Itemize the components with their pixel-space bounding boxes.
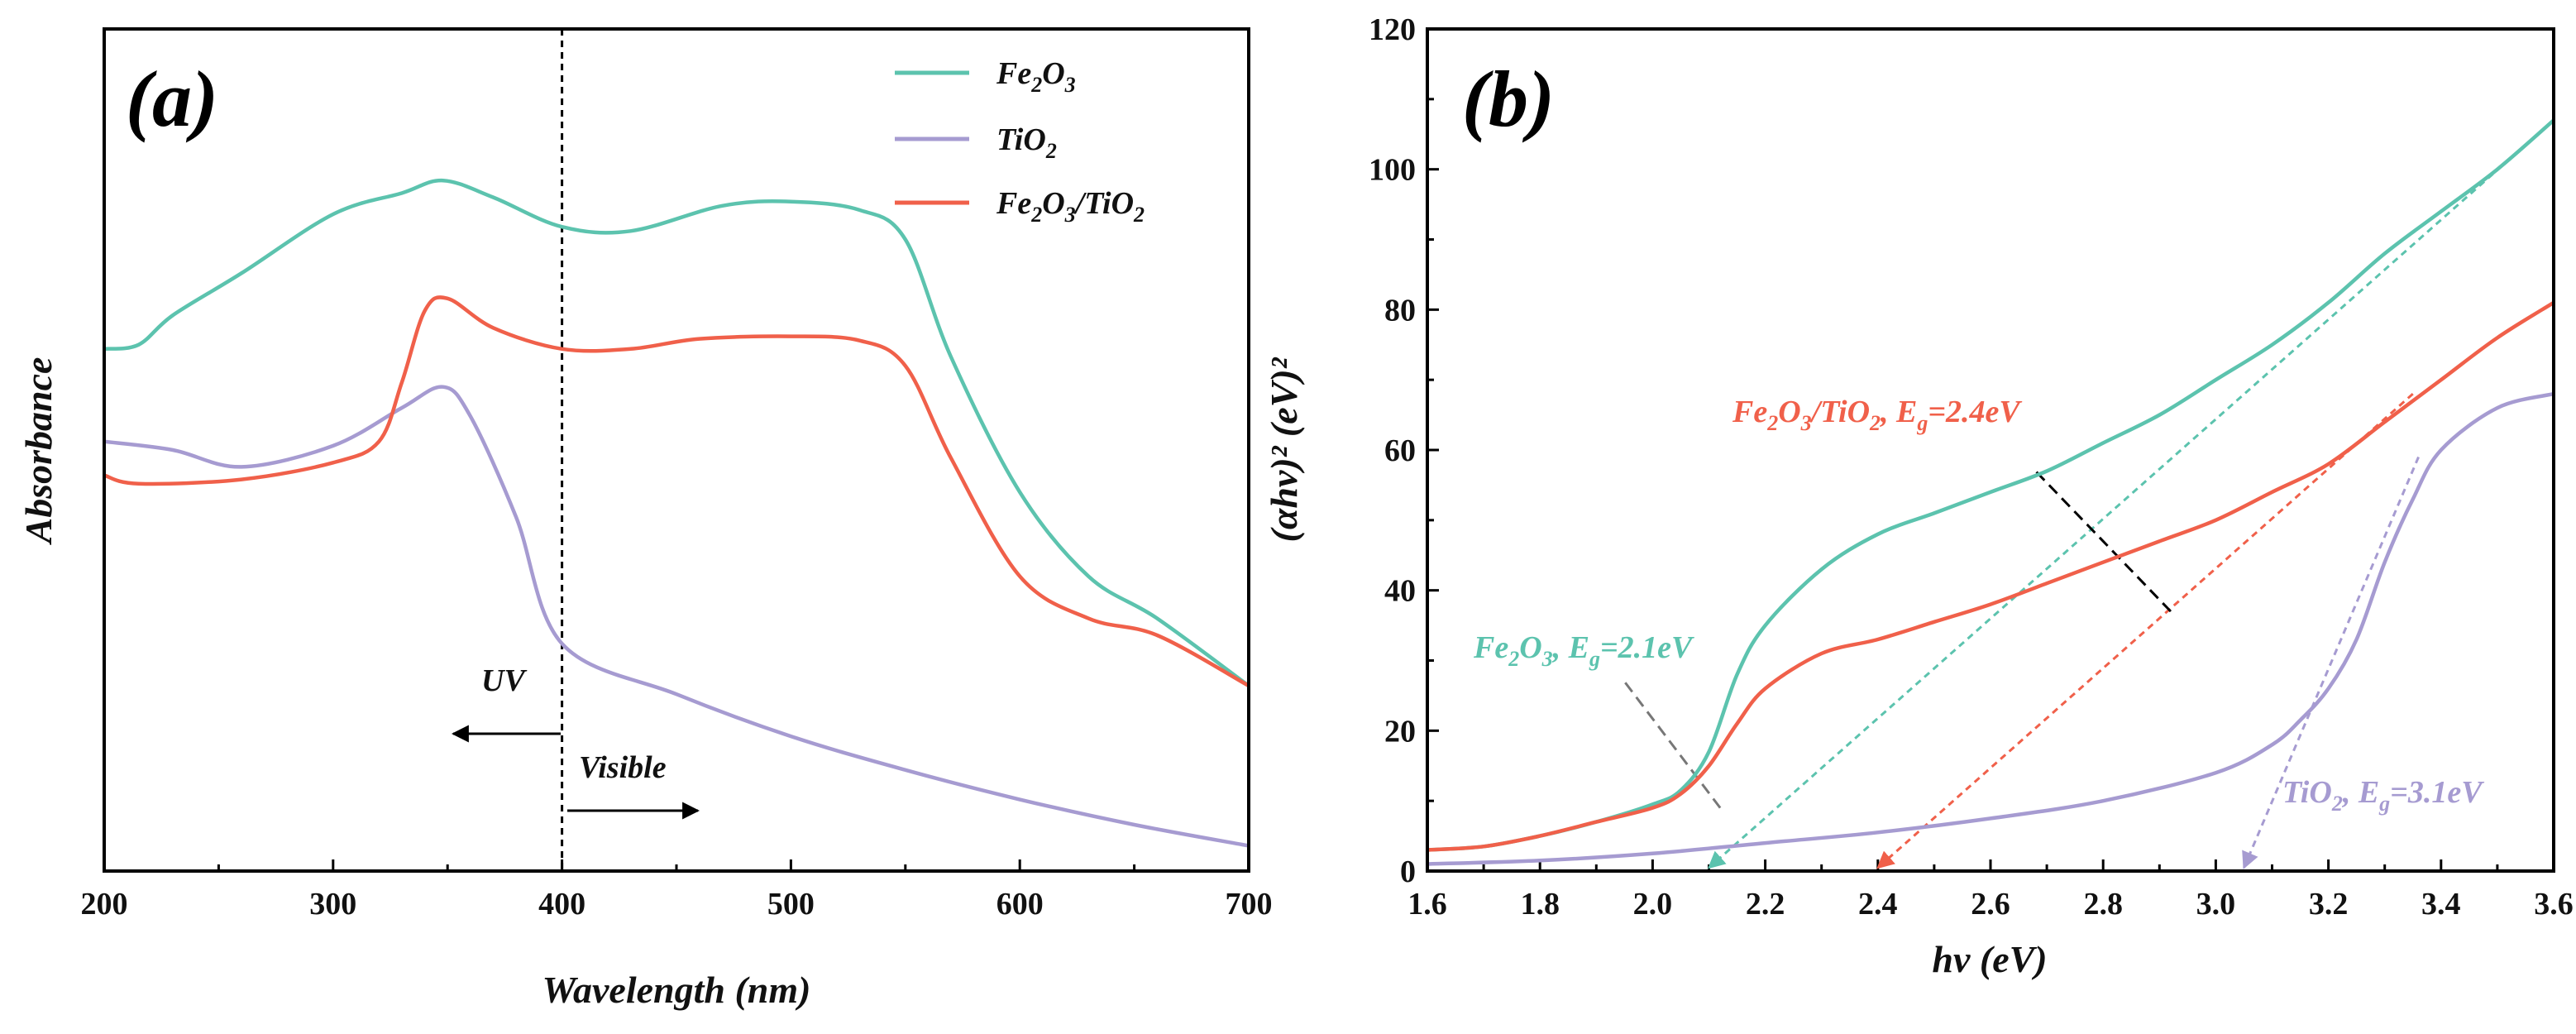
panel-b-y-label: (αhν)² (eV)² [1263,357,1305,542]
x-tick-label: 3.4 [2421,887,2461,922]
x-tick-label: 3.0 [2196,887,2236,922]
y-tick-label: 100 [1369,153,1416,188]
x-tick-label: 1.8 [1520,887,1560,922]
series-line-fe2o3 [103,178,1250,687]
series-line-tio2 [103,385,1250,848]
x-tick-label: 600 [996,887,1044,922]
x-tick-label: 2.4 [1858,887,1898,922]
panel-a-series [103,178,1250,848]
uv-label: UV [481,663,527,698]
annotation-fe2o3-eg: Fe2O3, Eg=2.1eV [1473,630,1694,671]
annotation-composite-eg: Fe2O3/TiO2, Eg=2.4eV [1732,395,2022,435]
panel-b: (b) 1.6 1.8 2.0 2.2 2.4 2.6 2.8 3.0 3.2 3.4 3.6 0 20… [1263,12,2574,980]
y-tick-label: 80 [1384,293,1416,328]
y-tick-label: 120 [1369,12,1416,47]
panel-a-label: (a) [126,55,218,143]
panel-b-ticks: 1.6 1.8 2.0 2.2 2.4 2.6 2.8 3.0 3.2 3.4 3.6 0 20 40 60… [1369,12,2574,922]
visible-label: Visible [579,750,667,785]
x-tick-label: 3.6 [2534,887,2574,922]
panel-b-series [1427,118,2555,866]
x-tick-label: 2.8 [2083,887,2123,922]
panel-b-tangents [1623,119,2554,869]
y-tick-label: 20 [1384,714,1416,749]
x-tick-label: 2.6 [1971,887,2010,922]
panel-b-frame [1426,27,2555,873]
x-tick-label: 400 [538,887,585,922]
series-line-fe2o3 [1427,118,2555,852]
x-tick-label: 2.2 [1746,887,1785,922]
x-tick-label: 200 [81,887,128,922]
y-tick-label: 60 [1384,433,1416,468]
panel-a: (a) 200 300 400 500 600 700 Absorbance Wavele… [17,27,1273,1011]
annotation-leader [1623,681,1722,809]
panel-b-label: (b) [1462,55,1555,143]
series-line-tio2 [1427,391,2554,866]
legend-label-tio2: TiO2 [996,122,1057,163]
x-tick-label: 2.0 [1633,887,1673,922]
x-tick-label: 3.2 [2309,887,2349,922]
panel-a-frame [103,27,1250,873]
y-tick-label: 40 [1384,574,1416,609]
annotation-leader [2034,470,2172,613]
y-tick-label: 0 [1400,854,1416,889]
x-tick-label: 1.6 [1407,887,1447,922]
tangent-line-fe2o3 [1707,119,2554,869]
tangent-line-composite [1876,393,2414,869]
panel-a-x-ticks: 200 300 400 500 600 700 [81,859,1273,922]
x-tick-label: 300 [309,887,356,922]
panel-a-y-label: Absorbance [17,357,60,546]
legend-label-composite: Fe2O3/TiO2 [996,186,1145,227]
series-line-composite [103,295,1250,687]
panel-b-x-label: hν (eV) [1932,938,2047,980]
legend-label-fe2o3: Fe2O3 [996,56,1076,97]
annotation-tio2-eg: TiO2, Eg=3.1eV [2282,775,2484,816]
x-tick-label: 500 [767,887,815,922]
tangent-line-tio2 [2242,456,2420,869]
panel-a-x-label: Wavelength (nm) [542,969,811,1011]
legend: Fe2O3 TiO2 Fe2O3/TiO2 [895,56,1145,227]
series-line-composite [1427,300,2555,852]
x-tick-label: 700 [1226,887,1273,922]
